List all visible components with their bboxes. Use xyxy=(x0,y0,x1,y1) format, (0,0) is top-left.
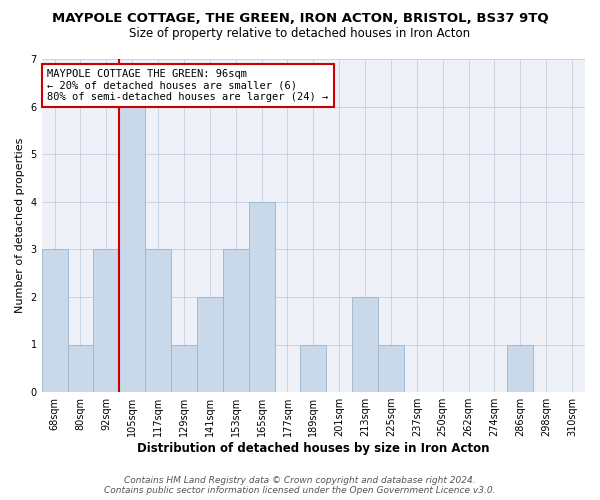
Bar xyxy=(68,344,94,392)
Bar xyxy=(94,250,119,392)
Text: Size of property relative to detached houses in Iron Acton: Size of property relative to detached ho… xyxy=(130,28,470,40)
Bar xyxy=(248,202,275,392)
Text: Contains HM Land Registry data © Crown copyright and database right 2024.
Contai: Contains HM Land Registry data © Crown c… xyxy=(104,476,496,495)
Y-axis label: Number of detached properties: Number of detached properties xyxy=(15,138,25,313)
Text: MAYPOLE COTTAGE THE GREEN: 96sqm
← 20% of detached houses are smaller (6)
80% of: MAYPOLE COTTAGE THE GREEN: 96sqm ← 20% o… xyxy=(47,69,328,102)
Bar xyxy=(378,344,404,392)
Bar xyxy=(197,297,223,392)
Bar xyxy=(352,297,378,392)
Bar xyxy=(41,250,68,392)
Text: MAYPOLE COTTAGE, THE GREEN, IRON ACTON, BRISTOL, BS37 9TQ: MAYPOLE COTTAGE, THE GREEN, IRON ACTON, … xyxy=(52,12,548,26)
Bar xyxy=(171,344,197,392)
Bar xyxy=(508,344,533,392)
Bar xyxy=(301,344,326,392)
Bar xyxy=(223,250,248,392)
X-axis label: Distribution of detached houses by size in Iron Acton: Distribution of detached houses by size … xyxy=(137,442,490,455)
Bar xyxy=(119,106,145,392)
Bar xyxy=(145,250,171,392)
